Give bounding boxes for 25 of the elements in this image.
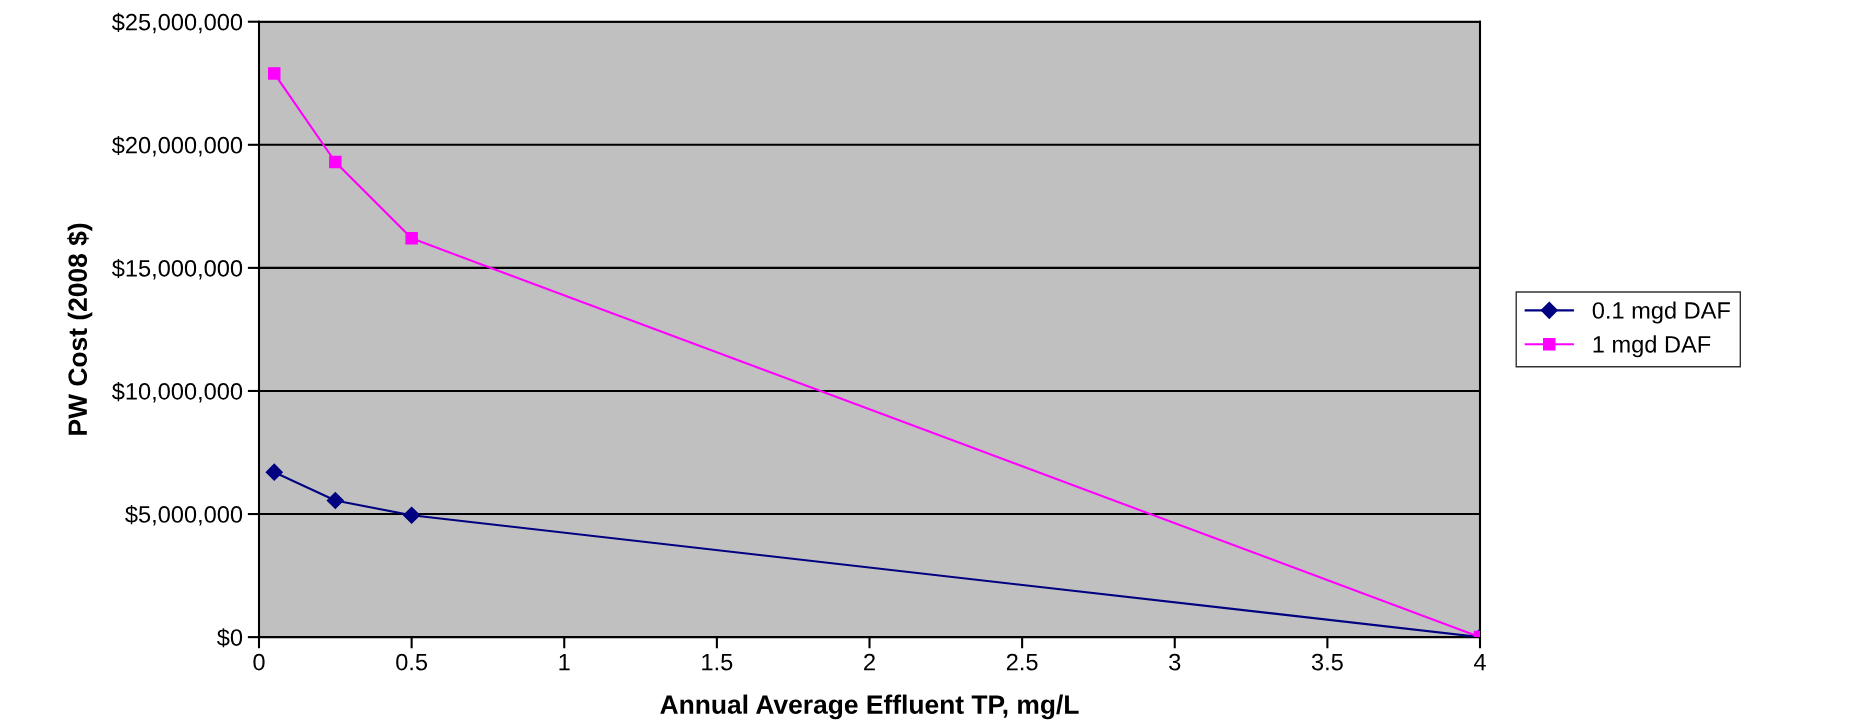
legend-label: 0.1 mgd DAF [1592, 301, 1730, 324]
y-tick-label: $5,000,000 [125, 505, 243, 526]
y-tick-label: $10,000,000 [111, 382, 243, 403]
point [326, 491, 344, 510]
point [265, 463, 283, 481]
x-tick-label: 0 [253, 653, 265, 671]
x-tick-label: 2 [864, 653, 875, 671]
y-tick-label: $25,000,000 [111, 12, 243, 34]
point [403, 506, 421, 524]
y-axis-title: PW Cost (2008 $) [67, 223, 93, 435]
x-tick-label: 1 [559, 653, 570, 671]
y-tick-label: $15,000,000 [111, 258, 243, 280]
point [268, 67, 281, 80]
y-tick-label: $0 [217, 628, 243, 648]
x-tick-label: 1.5 [702, 653, 733, 671]
legend-label: 1 mgd DAF [1593, 335, 1711, 358]
x-tick-label: 0.5 [396, 653, 428, 671]
y-tick-label: $20,000,000 [111, 135, 243, 157]
x-tick-label: 3.5 [1311, 653, 1343, 671]
point [405, 232, 418, 245]
x-axis-title: Annual Average Effluent TP, mg/L [660, 694, 1079, 720]
x-tick-label: 4 [1473, 653, 1486, 671]
point [329, 155, 342, 169]
x-tick-label: 3 [1169, 653, 1181, 671]
x-tick-label: 2.5 [1006, 653, 1038, 671]
